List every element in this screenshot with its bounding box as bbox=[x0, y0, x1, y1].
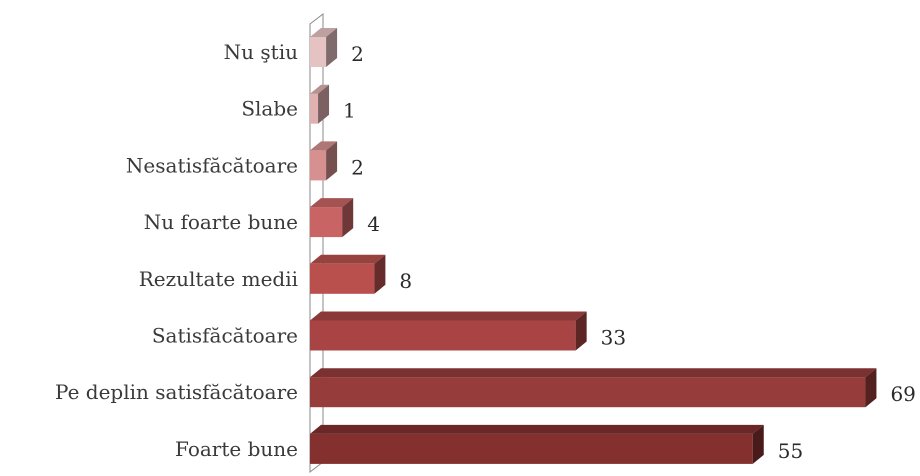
bars-layer bbox=[310, 28, 877, 464]
bar bbox=[310, 141, 338, 181]
value-label: 69 bbox=[890, 382, 915, 406]
bar-front bbox=[310, 320, 576, 351]
bar bbox=[310, 198, 354, 238]
bar-front bbox=[310, 93, 319, 124]
bar bbox=[310, 28, 338, 67]
bar bbox=[310, 368, 877, 408]
bar-side bbox=[575, 311, 587, 351]
category-label: Foarte bune bbox=[175, 437, 298, 461]
bar-top bbox=[310, 84, 330, 94]
value-label: 8 bbox=[399, 269, 412, 293]
bar-side bbox=[752, 424, 764, 464]
category-label: Pe deplin satisfăcătoare bbox=[55, 380, 298, 404]
category-label: Nesatisfăcătoare bbox=[126, 153, 298, 177]
value-label: 4 bbox=[367, 212, 380, 236]
value-label: 55 bbox=[778, 439, 803, 463]
value-label: 2 bbox=[351, 155, 364, 179]
bar-front bbox=[310, 433, 753, 464]
bar-top bbox=[310, 311, 587, 321]
bar-front bbox=[310, 37, 327, 67]
labels-layer: Nu ştiu 2 Slabe 1 Nesatisfăcătoare 2 Nu foarte… bbox=[55, 40, 916, 463]
category-label: Nu foarte bune bbox=[144, 210, 298, 234]
category-label: Rezultate medii bbox=[139, 267, 298, 291]
category-label: Nu ştiu bbox=[224, 40, 298, 64]
bar bbox=[310, 254, 386, 294]
bar-front bbox=[310, 207, 343, 238]
value-label: 1 bbox=[343, 99, 356, 123]
value-label: 2 bbox=[351, 42, 364, 66]
bar-side bbox=[318, 84, 330, 124]
bar bbox=[310, 424, 764, 464]
bar-side bbox=[865, 368, 877, 408]
bar-side bbox=[374, 254, 386, 294]
bar-top bbox=[310, 28, 338, 37]
bar bbox=[310, 311, 587, 351]
bar-top bbox=[310, 254, 386, 264]
bar-side bbox=[342, 198, 354, 238]
value-label: 33 bbox=[601, 326, 626, 350]
bar-side bbox=[326, 141, 338, 181]
bar bbox=[310, 84, 330, 124]
category-label: Satisfăcătoare bbox=[152, 324, 298, 348]
category-label: Slabe bbox=[241, 97, 298, 121]
bar-front bbox=[310, 377, 866, 408]
bar-top bbox=[310, 141, 338, 151]
bar-front bbox=[310, 263, 375, 294]
bar-top bbox=[310, 424, 764, 434]
bar-top bbox=[310, 368, 877, 378]
bar-front bbox=[310, 150, 327, 181]
bar-top bbox=[310, 198, 354, 208]
bar-side bbox=[326, 28, 338, 67]
